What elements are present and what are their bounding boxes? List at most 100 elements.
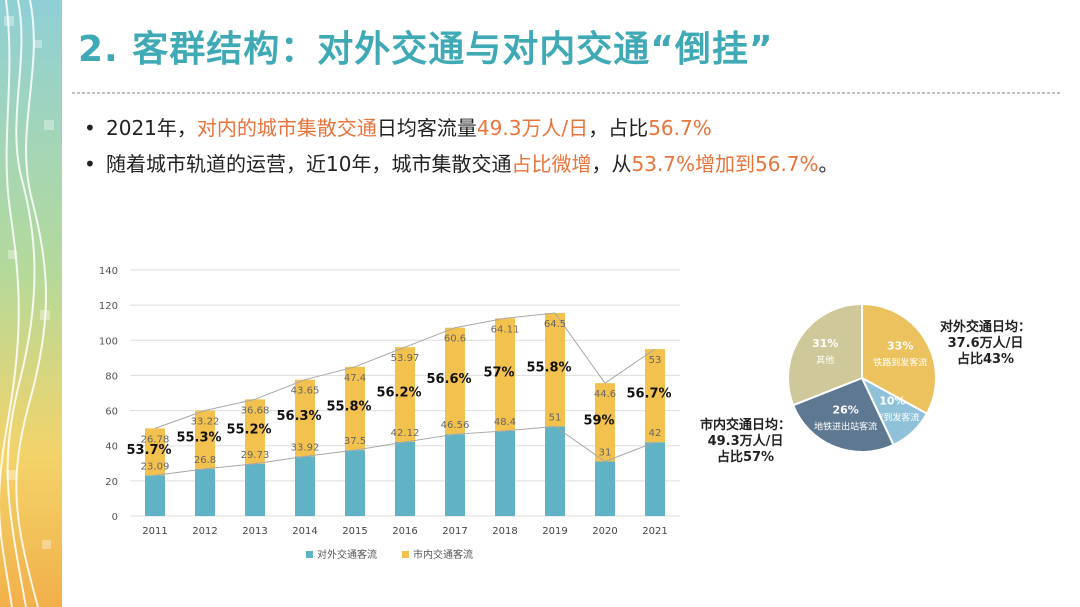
data-label-internal: 53 bbox=[649, 355, 662, 366]
annotation-line: 占比43% bbox=[956, 352, 1015, 367]
annotation-line: 市内交通日均： bbox=[700, 418, 792, 433]
x-tick-label: 2013 bbox=[242, 526, 267, 537]
data-label-external: 31 bbox=[599, 448, 612, 459]
bullet-text: 随着城市轨道的运营，近10年，城市集散交通 bbox=[106, 152, 512, 176]
share-label: 57% bbox=[483, 366, 514, 381]
bar-external bbox=[545, 426, 565, 516]
x-tick-label: 2011 bbox=[142, 526, 167, 537]
bar-internal bbox=[395, 347, 415, 442]
bar-internal bbox=[345, 366, 365, 451]
annotation-line: 对外交通日均： bbox=[940, 320, 1032, 335]
x-tick-label: 2018 bbox=[492, 526, 517, 537]
bar-internal bbox=[445, 327, 465, 435]
bar-external bbox=[145, 475, 165, 516]
data-label-external: 29.73 bbox=[241, 450, 270, 461]
share-label: 55.2% bbox=[226, 423, 271, 438]
pie-slice-label: 其他 bbox=[816, 354, 834, 366]
bar-external bbox=[345, 450, 365, 516]
bar-internal bbox=[595, 383, 615, 462]
y-tick-label: 60 bbox=[105, 407, 118, 418]
y-tick-label: 140 bbox=[99, 266, 118, 277]
annotation-line: 49.3万人/日 bbox=[707, 434, 784, 449]
data-label-internal: 60.6 bbox=[444, 334, 466, 345]
bar-external bbox=[395, 441, 415, 516]
pie-slice bbox=[791, 376, 895, 453]
pie-slice-percent: 31% bbox=[812, 337, 838, 350]
share-label: 55.3% bbox=[176, 431, 221, 446]
data-label-internal: 36.68 bbox=[241, 405, 270, 416]
share-label: 55.8% bbox=[326, 399, 371, 414]
y-tick-label: 80 bbox=[105, 371, 118, 382]
legend-label-internal: 市内交通客流 bbox=[413, 548, 473, 561]
data-label-external: 46.56 bbox=[441, 420, 470, 431]
bar-internal bbox=[545, 313, 565, 427]
data-label-external: 26.8 bbox=[194, 455, 216, 466]
data-label-external: 33.92 bbox=[291, 442, 320, 453]
annotation-line: 37.6万人/日 bbox=[947, 336, 1024, 351]
series-line-total bbox=[154, 312, 656, 429]
external-traffic-annotation: 对外交通日均： 37.6万人/日 占比43% bbox=[940, 320, 1031, 368]
side-decoration-strip bbox=[0, 0, 62, 607]
bar-internal bbox=[295, 379, 315, 457]
share-label: 56.2% bbox=[376, 386, 421, 401]
slide-title: 2. 客群结构：对外交通与对内交通“倒挂” bbox=[78, 29, 774, 70]
x-tick-label: 2015 bbox=[342, 526, 367, 537]
pie-slice bbox=[787, 302, 863, 407]
share-label: 56.6% bbox=[426, 372, 471, 387]
bar-internal bbox=[195, 410, 215, 469]
y-tick-label: 0 bbox=[112, 512, 118, 523]
bar-internal bbox=[645, 349, 665, 443]
side-decoration-pattern bbox=[0, 0, 62, 607]
y-tick-label: 120 bbox=[99, 301, 118, 312]
bullet-text: ，占比 bbox=[588, 116, 649, 140]
data-label-external: 42.12 bbox=[391, 428, 420, 439]
bullet-highlight: 49.3万人/日 bbox=[476, 116, 589, 140]
bar-external bbox=[245, 463, 265, 516]
x-tick-label: 2017 bbox=[442, 526, 467, 537]
data-label-internal: 26.78 bbox=[141, 434, 170, 445]
bar-external bbox=[195, 468, 215, 516]
bullet-text: 。 bbox=[818, 152, 839, 176]
x-tick-label: 2016 bbox=[392, 526, 417, 537]
bullet-highlight: 53.7%增加到56.7% bbox=[631, 152, 819, 176]
data-label-internal: 64.11 bbox=[491, 324, 520, 335]
legend-label-external: 对外交通客流 bbox=[317, 548, 377, 561]
pie-slice-label: 地铁进出站客流 bbox=[814, 420, 877, 432]
pie-slice-percent: 26% bbox=[832, 403, 858, 416]
bullet-text: ，从 bbox=[591, 152, 632, 176]
title-divider bbox=[72, 92, 1062, 94]
series-line-external bbox=[154, 425, 656, 476]
x-tick-label: 2019 bbox=[542, 526, 567, 537]
pie-slice bbox=[861, 302, 937, 416]
pie-slice-percent: 10% bbox=[879, 394, 905, 407]
data-label-external: 48.4 bbox=[494, 417, 516, 428]
bar-external bbox=[595, 461, 615, 516]
bullet-highlight: 对内的城市集散交通 bbox=[196, 116, 377, 140]
data-label-external: 37.5 bbox=[344, 436, 366, 447]
data-label-internal: 53.97 bbox=[391, 353, 420, 364]
x-tick-label: 2020 bbox=[592, 526, 617, 537]
data-label-external: 23.09 bbox=[141, 461, 170, 472]
bar-external bbox=[445, 434, 465, 516]
data-label-internal: 47.4 bbox=[344, 373, 366, 384]
bullet-text: 2021年， bbox=[106, 116, 197, 140]
bullet-highlight: 占比微增 bbox=[511, 152, 592, 176]
bar-internal bbox=[495, 318, 515, 431]
bar-internal bbox=[245, 399, 265, 464]
bullet-item-2: • 随着城市轨道的运营，近10年，城市集散交通占比微增，从53.7%增加到56.7… bbox=[84, 148, 839, 177]
annotation-line: 占比57% bbox=[716, 450, 775, 465]
share-label: 55.8% bbox=[526, 361, 571, 376]
bar-external bbox=[295, 456, 315, 516]
pie-slice-label: 铁路到发客流 bbox=[873, 356, 927, 368]
data-label-internal: 43.65 bbox=[291, 386, 320, 397]
legend-swatch-external bbox=[306, 551, 313, 558]
internal-traffic-annotation: 市内交通日均： 49.3万人/日 占比57% bbox=[700, 418, 791, 466]
data-label-external: 51 bbox=[549, 412, 562, 423]
stacked-bar-chart: 0 20 40 60 80 100 120 140 2011 2012 2013 2014 2015 20… bbox=[99, 266, 680, 561]
bullet-dot: • bbox=[84, 152, 96, 176]
y-tick-label: 20 bbox=[105, 477, 118, 488]
data-label-internal: 33.22 bbox=[191, 417, 220, 428]
pie-slice-percent: 33% bbox=[887, 339, 913, 352]
share-label: 56.3% bbox=[276, 409, 321, 424]
